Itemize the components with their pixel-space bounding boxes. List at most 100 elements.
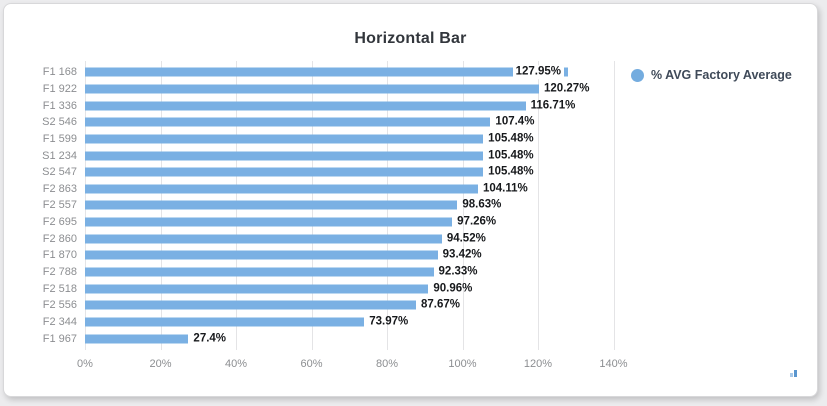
bar[interactable] <box>85 117 491 127</box>
category-label: F2 556 <box>42 299 77 312</box>
value-label: 105.48% <box>488 165 534 178</box>
bar-track: 93.42% <box>85 247 622 264</box>
x-axis-tick-label: 60% <box>300 358 323 370</box>
bar-row: F1 599 105.48% <box>12 131 632 148</box>
bar-row: F1 870 93.42% <box>12 247 632 264</box>
value-label: 120.27% <box>544 82 590 95</box>
bar-row: F2 557 98.63% <box>12 197 632 214</box>
x-axis-tick-label: 120% <box>523 358 553 370</box>
category-label: F2 863 <box>42 182 77 195</box>
bar[interactable] <box>85 317 365 327</box>
bar-track: 90.96% <box>85 280 622 297</box>
category-label: F2 557 <box>42 199 77 212</box>
bar-track: 97.26% <box>85 214 622 231</box>
bar-row: F2 695 97.26% <box>12 214 632 231</box>
bar-track: 27.4% <box>85 330 622 347</box>
bar-row: F2 556 87.67% <box>12 297 632 314</box>
bar[interactable] <box>85 300 416 310</box>
x-axis: 0% 20% 40% 60% 80% 100% 120% 140% <box>77 356 628 372</box>
category-label: F2 695 <box>42 216 77 229</box>
bar-row: F1 168 127.95% <box>12 64 632 81</box>
bar-row: F2 344 73.97% <box>12 314 632 331</box>
category-label: F1 168 <box>42 66 77 79</box>
category-label: S1 234 <box>42 149 77 162</box>
category-label: S2 546 <box>42 116 77 129</box>
value-label: 105.48% <box>488 148 534 161</box>
x-axis-tick-label: 140% <box>599 358 628 370</box>
value-label: 90.96% <box>433 281 473 294</box>
x-axis-tick-label: 20% <box>149 358 172 370</box>
category-label: F2 788 <box>42 266 77 278</box>
bar[interactable] <box>85 200 458 210</box>
category-label: F1 870 <box>42 249 77 262</box>
bar-track: 98.63% <box>85 197 622 214</box>
bar-row: F2 860 94.52% <box>12 230 632 247</box>
bar[interactable] <box>85 101 526 111</box>
bar[interactable] <box>85 250 438 260</box>
category-label: F2 518 <box>42 282 77 295</box>
category-label: F1 922 <box>42 82 77 95</box>
category-label: F1 336 <box>42 99 77 112</box>
bar-track: 73.97% <box>85 314 622 331</box>
x-axis-tick-label: 40% <box>224 358 248 370</box>
bar-track: 127.95% <box>85 64 622 81</box>
legend-label: % AVG Factory Average <box>651 68 792 82</box>
bar-row: F1 967 27.4% <box>12 330 632 347</box>
x-axis-tick-label: 100% <box>448 358 477 370</box>
bar[interactable] <box>85 217 453 227</box>
bar-row: F2 518 90.96% <box>12 280 632 297</box>
mini-bar-chart-watermark-icon <box>790 367 800 377</box>
bar-track: 87.67% <box>85 297 622 314</box>
x-axis-tick-label: 80% <box>375 358 399 370</box>
x-axis-tick-label: 0% <box>77 358 93 370</box>
bar-row: F2 863 104.11% <box>12 180 632 197</box>
value-label: 107.4% <box>495 115 535 128</box>
bar[interactable] <box>85 334 189 344</box>
bar[interactable] <box>85 184 478 194</box>
bar[interactable] <box>85 234 442 244</box>
bar-row: F1 922 120.27% <box>12 81 632 98</box>
category-label: F1 599 <box>42 132 77 145</box>
bar-track: 116.71% <box>85 97 622 114</box>
value-label: 92.33% <box>438 265 478 278</box>
value-label: 87.67% <box>420 298 460 311</box>
category-label: S2 547 <box>42 166 77 179</box>
bar[interactable] <box>85 151 484 161</box>
bar[interactable] <box>85 134 484 144</box>
category-label: F1 967 <box>42 332 77 345</box>
bar[interactable] <box>85 167 484 177</box>
bar-track: 105.48% <box>85 131 622 148</box>
bar-track: 105.48% <box>85 147 622 164</box>
legend-marker-circle-icon <box>631 68 644 82</box>
chart-card: Horizontal Bar % AVG Factory Average F1 … <box>3 3 818 397</box>
legend-item[interactable]: % AVG Factory Average <box>631 68 792 82</box>
value-label: 93.42% <box>442 248 482 261</box>
value-label: 97.26% <box>457 215 497 228</box>
bar-row: S1 234 105.48% <box>12 147 632 164</box>
bar-track: 105.48% <box>85 164 622 181</box>
bar-row: F2 788 92.33% <box>12 264 632 281</box>
value-label: 98.63% <box>462 198 502 211</box>
bar-row: F1 336 116.71% <box>12 97 632 114</box>
bar[interactable] <box>85 67 568 77</box>
bar[interactable] <box>85 84 540 94</box>
bar-track: 107.4% <box>85 114 622 131</box>
value-label: 104.11% <box>483 182 528 195</box>
bar-rows: F1 168 127.95% F1 922 120.27% F1 336 116.71% S… <box>12 64 632 347</box>
bar-track: 94.52% <box>85 230 622 247</box>
chart-title: Horizontal Bar <box>354 30 467 47</box>
value-label: 105.48% <box>488 132 534 145</box>
value-label: 94.52% <box>446 231 486 244</box>
bar-track: 92.33% <box>85 264 622 281</box>
bar-track: 120.27% <box>85 81 622 98</box>
bar[interactable] <box>85 284 429 294</box>
bar[interactable] <box>85 267 434 277</box>
plot-area: F1 168 127.95% F1 922 120.27% F1 336 116.71% S… <box>12 61 632 374</box>
value-label: 127.95% <box>512 65 565 80</box>
value-label: 73.97% <box>369 315 409 328</box>
bar-row: S2 546 107.4% <box>12 114 632 131</box>
value-label: 116.71% <box>530 98 576 111</box>
value-label: 27.4% <box>193 331 227 344</box>
category-label: F2 344 <box>42 315 77 328</box>
